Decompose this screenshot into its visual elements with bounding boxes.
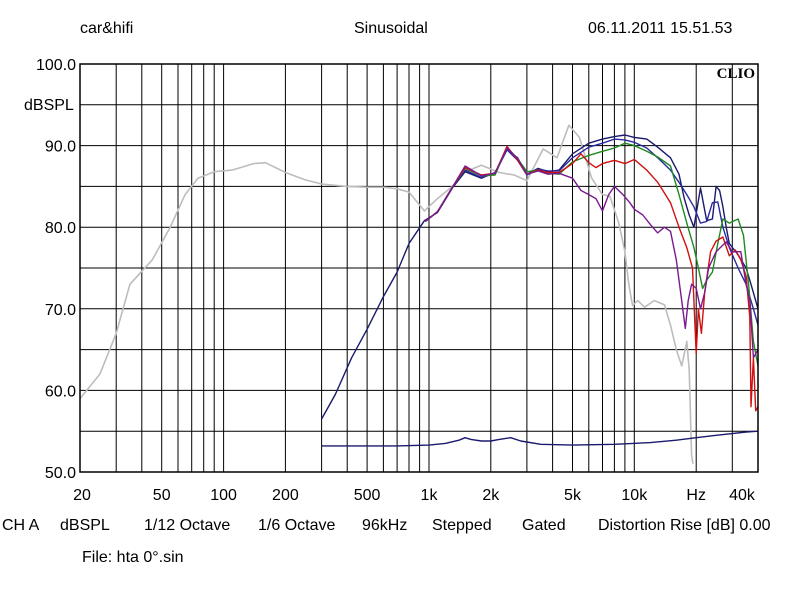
clio-logo: CLIO: [717, 66, 755, 82]
x-tick-label: 100: [210, 487, 237, 504]
y-tick-label: 100.0: [36, 57, 76, 74]
header-left: car&hifi: [80, 20, 134, 37]
y-tick-label: 50.0: [45, 465, 76, 482]
series-group: [79, 124, 759, 464]
plot-border: [79, 63, 759, 473]
x-tick-label: Hz: [686, 487, 706, 504]
series-line-5: [424, 147, 759, 359]
y-tick-label: 60.0: [45, 383, 76, 400]
x-tick-label: 5k: [564, 487, 582, 504]
x-tick-label: 500: [354, 487, 381, 504]
x-tick-label: 50: [153, 487, 171, 504]
footer-sweep-mode: Stepped: [432, 517, 492, 534]
plot-frame: [79, 63, 759, 473]
footer-channel: CH A: [2, 517, 40, 534]
x-tick-labels: 20 50 100 200 500 1k 2k 5k 10k Hz 40k: [73, 487, 756, 504]
y-tick-labels: 50.0 60.0 70.0 80.0 90.0 100.0: [36, 57, 76, 482]
y-tick-label: 90.0: [45, 139, 76, 156]
x-tick-label: 1k: [421, 487, 439, 504]
x-tick-label: 20: [73, 487, 91, 504]
y-tick-label: 80.0: [45, 220, 76, 237]
series-line-0: [79, 124, 694, 464]
footer-distortion: Distortion Rise [dB] 0.00: [598, 517, 771, 534]
x-tick-label: 10k: [621, 487, 648, 504]
y-tick-label: 70.0: [45, 302, 76, 319]
footer-sample-rate: 96kHz: [362, 517, 408, 534]
header-right: 06.11.2011 15.51.53: [588, 20, 733, 37]
file-name: File: hta 0°.sin: [82, 549, 184, 566]
footer-gate: Gated: [522, 517, 566, 534]
grid: [80, 64, 758, 472]
series-line-6: [321, 430, 759, 447]
header-center: Sinusoidal: [354, 20, 428, 37]
x-tick-label: 40k: [729, 487, 756, 504]
y-axis-label: dBSPL: [24, 97, 74, 114]
series-line-1: [320, 134, 759, 420]
footer-resolution: 1/6 Octave: [258, 517, 336, 534]
footer-unit: dBSPL: [60, 517, 110, 534]
x-tick-label: 2k: [482, 487, 500, 504]
x-tick-label: 200: [272, 487, 299, 504]
footer-smoothing: 1/12 Octave: [144, 517, 231, 534]
